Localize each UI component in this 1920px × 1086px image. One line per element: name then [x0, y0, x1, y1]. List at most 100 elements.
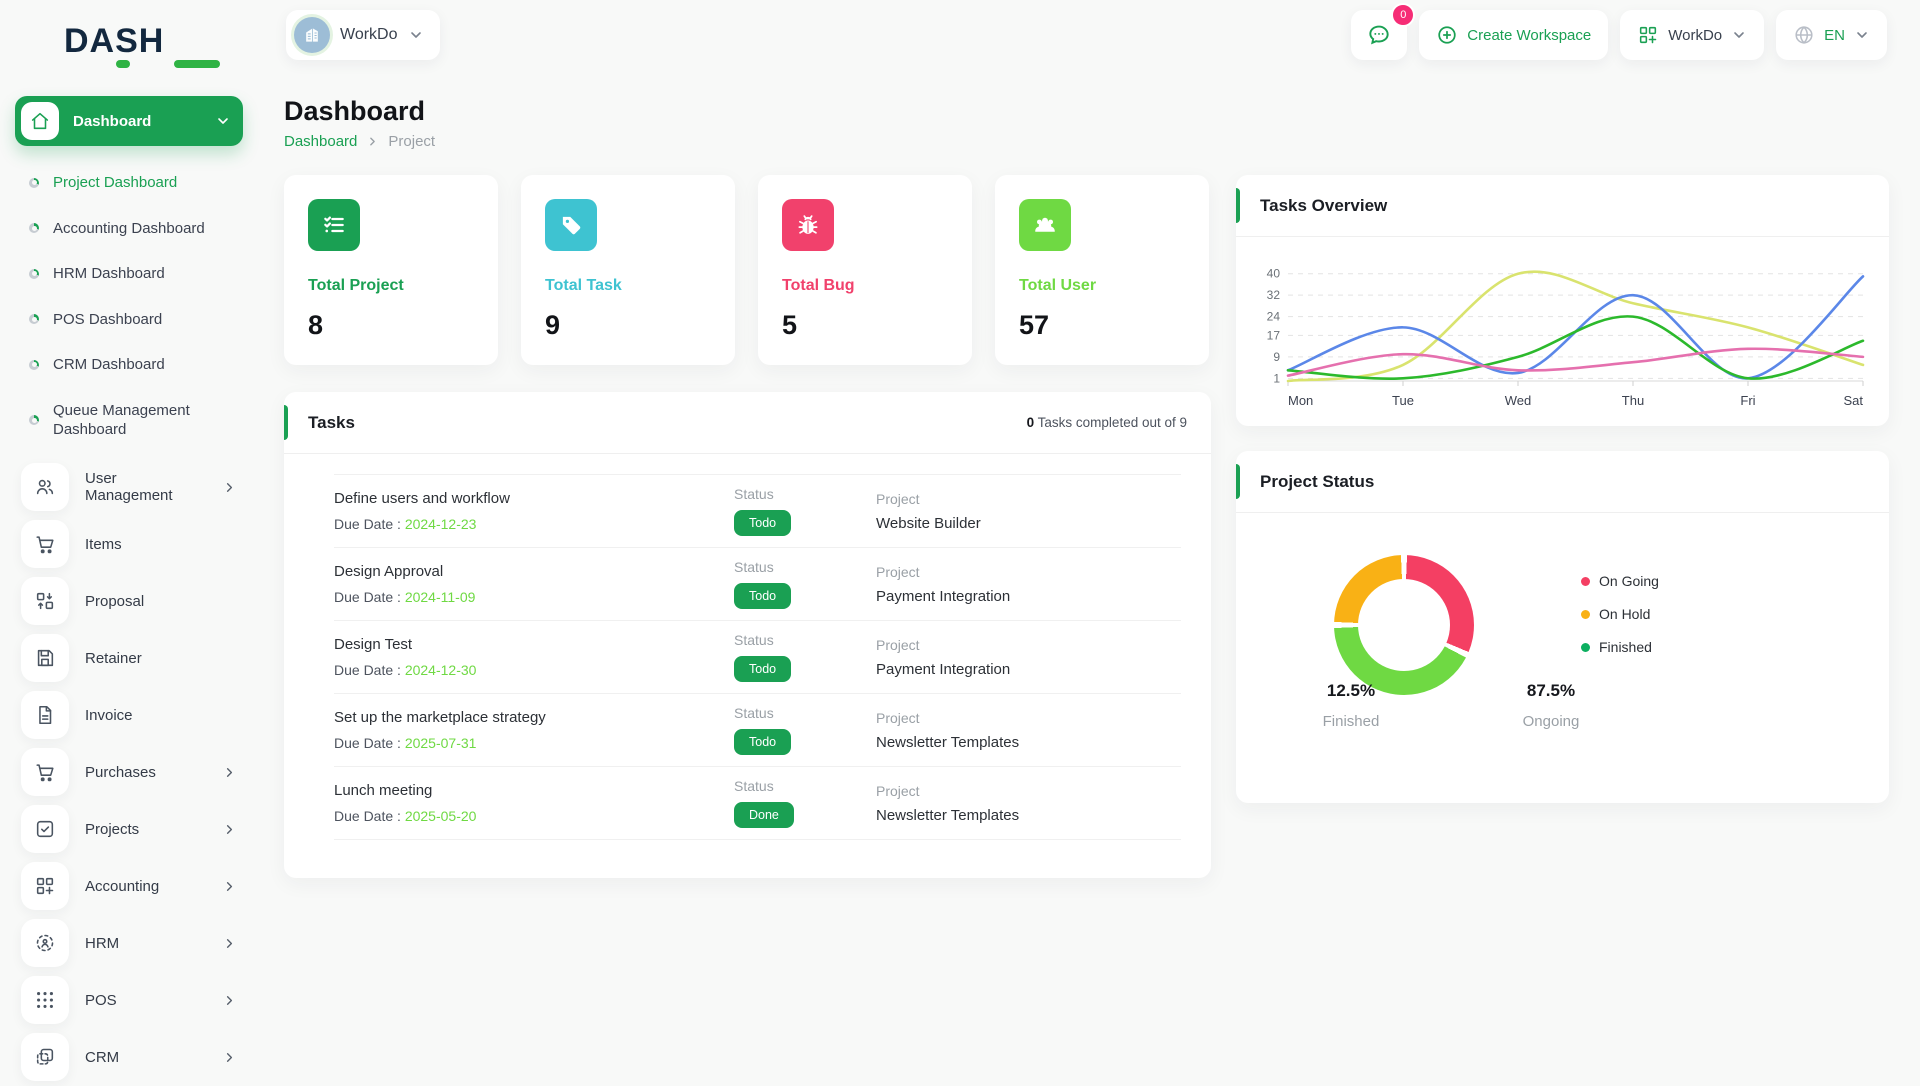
sidebar-item-label: Items	[85, 535, 122, 553]
workspace-name: WorkDo	[340, 26, 398, 43]
chart-series-pink	[1286, 347, 1865, 377]
due-date-value: 2025-07-31	[404, 735, 477, 751]
task-info: Define users and workflow Due Date : 2024…	[334, 490, 734, 532]
logo-accent-dash	[174, 60, 220, 68]
finished-label: Finished	[1322, 713, 1380, 730]
svg-text:1: 1	[1273, 371, 1280, 385]
create-workspace-button[interactable]: Create Workspace	[1419, 10, 1609, 60]
sidebar-item-label: Dashboard	[73, 112, 152, 130]
workdo-menu-button[interactable]: WorkDo	[1620, 10, 1765, 60]
ongoing-percent: 87.5%	[1526, 681, 1576, 700]
submenu-bullet-icon	[29, 268, 39, 279]
legend-dot	[1581, 576, 1590, 586]
status-column-label: Status	[734, 486, 774, 502]
stat-label: Total User	[1019, 277, 1097, 294]
task-title: Design Test	[334, 636, 413, 653]
messages-button[interactable]: 0	[1351, 3, 1416, 60]
sidebar-item-invoice[interactable]: Invoice	[15, 687, 243, 744]
sidebar-item-accounting[interactable]: Accounting	[15, 858, 243, 915]
task-row: Lunch meeting Due Date : 2025-05-20 Status…	[334, 767, 1181, 840]
tasks-title: Tasks	[308, 412, 355, 432]
grid-plus-icon	[21, 862, 69, 910]
topbar-actions: 0 Create Workspace WorkDo EN	[1351, 3, 1887, 60]
sidebar-subitem-accounting-dashboard[interactable]: Accounting Dashboard	[15, 206, 243, 252]
sidebar-subitem-crm-dashboard[interactable]: CRM Dashboard	[15, 342, 243, 388]
task-info: Design Test Due Date : 2024-12-30	[334, 636, 734, 678]
ongoing-label: Ongoing	[1522, 713, 1580, 730]
task-info: Set up the marketplace strategy Due Date …	[334, 709, 734, 751]
language-selector[interactable]: EN	[1776, 10, 1887, 60]
status-badge: Todo	[734, 656, 792, 682]
stat-card-total-bug[interactable]: Total Bug 5	[758, 175, 972, 365]
sidebar-subitem-project-dashboard[interactable]: Project Dashboard	[15, 160, 243, 206]
sidebar-subitem-label: Project Dashboard	[53, 174, 178, 191]
project-name: Payment Integration	[876, 660, 1011, 678]
project-name: Website Builder	[876, 514, 981, 532]
globe-icon	[1793, 24, 1815, 46]
project-status-header: Project Status	[1236, 451, 1889, 513]
stat-value: 8	[308, 310, 324, 340]
users-icon	[21, 463, 69, 511]
chevron-right-icon	[222, 936, 237, 951]
sidebar-subitem-pos-dashboard[interactable]: POS Dashboard	[15, 297, 243, 343]
task-project-cell: Project Newsletter Templates	[876, 783, 1181, 824]
project-column-label: Project	[876, 636, 920, 653]
divider	[334, 474, 1181, 475]
task-project-cell: Project Payment Integration	[876, 637, 1181, 678]
sidebar-item-label: User Management	[85, 470, 173, 504]
svg-text:Wed: Wed	[1505, 393, 1532, 408]
sidebar-item-label: Purchases	[85, 763, 156, 781]
chevron-right-icon	[222, 480, 237, 495]
home-icon	[21, 102, 59, 140]
task-row: Design Test Due Date : 2024-12-30 Status To…	[334, 621, 1181, 694]
tasks-completed-count: 0	[1026, 415, 1035, 430]
breadcrumb-dashboard-link[interactable]: Dashboard	[284, 133, 358, 150]
svg-text:Mon: Mon	[1288, 393, 1313, 408]
stat-card-total-user[interactable]: Total User 57	[995, 175, 1209, 365]
status-badge: Done	[734, 802, 794, 828]
save-icon	[21, 634, 69, 682]
sidebar-item-pos[interactable]: POS	[15, 972, 243, 1029]
sidebar-item-user-management[interactable]: User Management	[15, 459, 243, 516]
svg-text:Sat: Sat	[1843, 393, 1863, 408]
due-date-prefix: Due Date :	[334, 516, 405, 532]
sidebar-item-purchases[interactable]: Purchases	[15, 744, 243, 801]
sidebar-item-projects[interactable]: Projects	[15, 801, 243, 858]
document-icon	[21, 691, 69, 739]
sidebar-item-crm[interactable]: CRM	[15, 1029, 243, 1086]
task-due-date: Due Date : 2025-05-20	[334, 808, 734, 824]
chevron-right-icon	[366, 135, 379, 148]
task-status-cell: Status Todo	[734, 559, 876, 609]
task-info: Design Approval Due Date : 2024-11-09	[334, 563, 734, 605]
sidebar-subitem-label: HRM Dashboard	[53, 265, 165, 282]
project-name: Newsletter Templates	[876, 733, 1020, 751]
breadcrumb: Dashboard Project	[284, 133, 435, 150]
legend-label: On Hold	[1599, 606, 1651, 622]
chevron-right-icon	[222, 822, 237, 837]
legend-item-on-hold: On Hold	[1581, 606, 1659, 622]
workspace-selector[interactable]: WorkDo	[286, 10, 440, 60]
stat-label: Total Task	[545, 277, 622, 294]
sidebar-item-proposal[interactable]: Proposal	[15, 573, 243, 630]
checkbox-icon	[21, 805, 69, 853]
project-column-label: Project	[876, 709, 920, 726]
brand-logo[interactable]: DASH	[64, 22, 220, 68]
svg-text:17: 17	[1267, 328, 1281, 342]
svg-text:40: 40	[1267, 267, 1281, 281]
users-group-icon	[1019, 199, 1071, 251]
task-title: Define users and workflow	[334, 490, 510, 507]
dots-grid-icon	[21, 976, 69, 1024]
language-code: EN	[1824, 26, 1845, 44]
sidebar-item-hrm[interactable]: HRM	[15, 915, 243, 972]
chevron-down-icon	[408, 27, 424, 43]
task-info: Lunch meeting Due Date : 2025-05-20	[334, 782, 734, 824]
sidebar-subitem-queue-management-dashboard[interactable]: Queue Management Dashboard	[15, 388, 243, 453]
stat-card-total-task[interactable]: Total Task 9	[521, 175, 735, 365]
sidebar-subitem-hrm-dashboard[interactable]: HRM Dashboard	[15, 251, 243, 297]
sidebar-item-retainer[interactable]: Retainer	[15, 630, 243, 687]
checklist-icon	[308, 199, 360, 251]
legend-dot	[1581, 609, 1590, 619]
sidebar-item-items[interactable]: Items	[15, 516, 243, 573]
sidebar-item-dashboard[interactable]: Dashboard	[15, 96, 243, 146]
stat-card-total-project[interactable]: Total Project 8	[284, 175, 498, 365]
